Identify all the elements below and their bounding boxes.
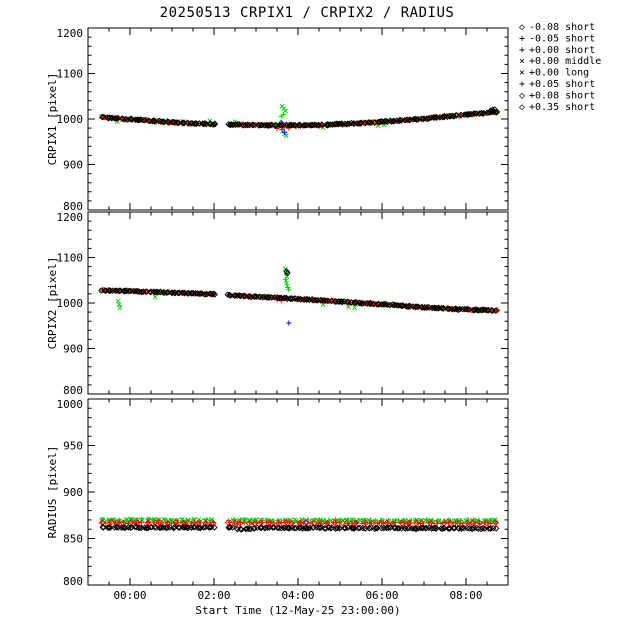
y-tick-label: 900 [63,486,83,499]
legend-label: +0.05 short [529,79,595,90]
x-tick-label: 00:00 [113,589,146,602]
y-tick-label: 800 [63,200,83,213]
series--0-35-short [99,523,500,533]
y-axis-title: RADIUS [pixel] [46,446,59,539]
y-tick-label: 1100 [57,252,84,265]
panel-1: 800 900 1000 1100 1200 CRPIX1 [pixel] [46,27,509,213]
y-tick-label: 1100 [57,68,84,81]
y-tick-label: 1000 [57,113,84,126]
legend: ◇ -0.08 short + -0.05 short + +0.00 short × +0.… [519,22,601,113]
legend-label: +0.08 short [529,90,595,101]
y-tick-label: 950 [63,440,83,453]
panel-frame [87,398,509,586]
y-axis-title: CRPIX2 [pixel] [46,257,59,350]
legend-label: -0.08 short [529,22,595,33]
legend-label: +0.00 short [529,45,595,56]
panel-frame [87,211,509,395]
legend-marker-plus: + [519,45,525,56]
y-tick-label: 1200 [57,27,84,40]
legend-label: +0.00 long [529,68,589,79]
axis-ticks [87,211,509,395]
y-tick-label: 1000 [57,398,84,411]
y-tick-label: 1000 [57,297,84,310]
chart-title: 20250513 CRPIX1 / CRPIX2 / RADIUS [160,5,455,21]
panel-2: 800 900 1000 1100 1200 CRPIX2 [pixel] [46,211,509,397]
y-tick-label: 1200 [57,211,84,224]
y-tick-label: 900 [63,159,83,172]
series--0-05-short [282,130,288,136]
series--0-05-short [286,320,292,326]
y-axis-title: CRPIX1 [pixel] [46,73,59,166]
panel-3: 800 850 900 950 1000 RADIUS [pixel] 00:00 02:00… [46,398,509,602]
axis-ticks [87,398,509,586]
x-tick-label: 08:00 [449,589,482,602]
legend-marker-x: × [519,56,525,67]
axis-ticks [87,27,509,211]
legend-label: -0.05 short [529,33,595,44]
legend-marker-plus: + [519,33,525,44]
x-tick-label: 04:00 [281,589,314,602]
y-tick-label: 850 [63,533,83,546]
x-tick-label: 02:00 [197,589,230,602]
x-tick-label: 06:00 [365,589,398,602]
y-tick-label: 900 [63,343,83,356]
legend-marker-diamond: ◇ [519,102,525,113]
legend-marker-x: × [519,68,525,79]
legend-marker-plus: + [519,79,525,90]
x-axis-label: Start Time (12-May-25 23:00:00) [195,604,400,617]
legend-marker-diamond: ◇ [519,22,525,33]
legend-label: +0.35 short [529,102,595,113]
legend-marker-diamond: ◇ [519,90,525,101]
panels: 800 900 1000 1100 1200 CRPIX1 [pixel] 800 900 10… [46,27,509,602]
series--0-35-short [99,106,501,129]
y-tick-label: 800 [63,384,83,397]
legend-label: +0.00 middle [529,56,601,67]
series--0-35-short [98,268,499,315]
y-tick-label: 800 [63,575,83,588]
